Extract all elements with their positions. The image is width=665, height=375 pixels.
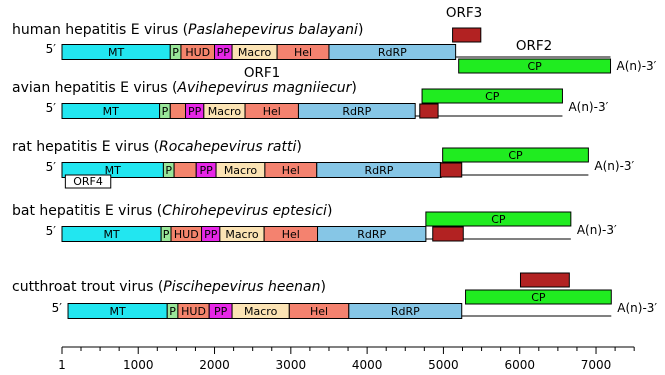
virus-species-name: Rocahepevirus ratti xyxy=(159,139,296,155)
orf2-title: ORF2 xyxy=(516,38,552,54)
three-prime-label: A(n)-3′ xyxy=(568,100,608,114)
orf1-domain-label: RdRP xyxy=(364,164,393,177)
virus-title: human hepatitis E virus (Paslahepevirus … xyxy=(12,22,363,38)
virus-title-close: ) xyxy=(296,139,301,155)
orf1-domain-label: PP xyxy=(188,105,202,118)
virus-common-name: avian hepatitis E virus ( xyxy=(12,80,177,96)
orf4-box xyxy=(64,174,112,189)
orf2-capsid-protein xyxy=(458,58,612,74)
orf3-box xyxy=(519,272,570,288)
orf1-domain-label: PP xyxy=(199,164,213,177)
five-prime-label: 5′ xyxy=(52,301,63,315)
orf1-domain-label: P xyxy=(162,105,169,118)
axis-tick-label: 1 xyxy=(58,358,66,372)
three-prime-label: A(n)-3′ xyxy=(617,59,657,73)
orf1-domain-label: P xyxy=(165,164,172,177)
orf2-capsid-protein xyxy=(425,211,572,227)
orf1-domain-label: PP xyxy=(214,305,228,318)
axis-tick-label: 3000 xyxy=(276,358,307,372)
orf1-domain-label: MT xyxy=(103,105,119,118)
virus-common-name: human hepatitis E virus ( xyxy=(12,22,188,38)
orf1-domain-label: HUD xyxy=(174,228,199,241)
orf1-domain-label: HUD xyxy=(185,46,210,59)
orf1-domain-label: Macro xyxy=(225,228,259,241)
axis-tick-label: 7000 xyxy=(581,358,612,372)
orf1-domain-label: Hel xyxy=(282,164,300,177)
virus-title: cutthroat trout virus (Piscihepevirus he… xyxy=(12,279,326,295)
virus-title-close: ) xyxy=(351,80,356,96)
virus-species-name: Avihepevirus magniiecur xyxy=(176,80,352,96)
orf1-title: ORF1 xyxy=(244,65,280,81)
axis-tick-label: 1000 xyxy=(123,358,154,372)
orf1-domain-label: Hel xyxy=(310,305,328,318)
orf1-domain-label: Macro xyxy=(224,164,258,177)
orf2-label: CP xyxy=(508,149,523,162)
orf1-domain-label: Hel xyxy=(294,46,312,59)
orf2-capsid-protein xyxy=(465,289,612,305)
orf2-label: CP xyxy=(491,213,506,226)
five-prime-label: 5′ xyxy=(46,42,57,56)
virus-species-name: Piscihepevirus heenan xyxy=(163,279,320,295)
virus-title: bat hepatitis E virus (Chirohepevirus ep… xyxy=(12,203,332,219)
orf2-label: CP xyxy=(531,291,546,304)
three-prime-label: A(n)-3′ xyxy=(594,159,634,173)
orf3-box xyxy=(432,226,464,242)
virus-title-close: ) xyxy=(358,22,363,38)
orf3-title: ORF3 xyxy=(446,5,482,21)
virus-title: rat hepatitis E virus (Rocahepevirus rat… xyxy=(12,139,302,155)
virus-title: avian hepatitis E virus (Avihepevirus ma… xyxy=(12,80,357,96)
three-prime-label: A(n)-3′ xyxy=(617,301,657,315)
orf3-box xyxy=(452,27,482,43)
orf2-label: CP xyxy=(485,90,500,103)
axis-tick-label: 6000 xyxy=(504,358,535,372)
virus-title-close: ) xyxy=(327,203,332,219)
orf1-domain-label: MT xyxy=(103,228,119,241)
virus-common-name: rat hepatitis E virus ( xyxy=(12,139,159,155)
orf1-domain-label: Hel xyxy=(282,228,300,241)
orf1-domain-label: Macro xyxy=(208,105,242,118)
virus-species-name: Paslahepevirus balayani xyxy=(188,22,358,38)
orf1-domain-label: Macro xyxy=(238,46,272,59)
orf1-domain-unlabeled xyxy=(169,103,187,119)
orf1-domain-label: MT xyxy=(108,46,124,59)
orf2-capsid-protein xyxy=(421,88,563,104)
orf1-domain-label: RdRP xyxy=(391,305,420,318)
orf3-box xyxy=(419,103,439,119)
virus-common-name: cutthroat trout virus ( xyxy=(12,279,163,295)
virus-title-close: ) xyxy=(320,279,325,295)
orf1-domain-label: RdRP xyxy=(342,105,371,118)
orf3-box xyxy=(439,162,463,178)
five-prime-label: 5′ xyxy=(46,101,57,115)
orf4-label: ORF4 xyxy=(73,175,103,188)
five-prime-label: 5′ xyxy=(46,224,57,238)
orf1-domain-label: MT xyxy=(105,164,121,177)
orf1-domain-rdrp xyxy=(328,44,457,60)
five-prime-label: 5′ xyxy=(46,160,57,174)
orf1-domain-label: PP xyxy=(217,46,231,59)
axis-tick-label: 5000 xyxy=(428,358,459,372)
orf1-domain-label: P xyxy=(172,46,179,59)
orf1-domain-label: Macro xyxy=(244,305,278,318)
orf1-domain-label: P xyxy=(169,305,176,318)
virus-species-name: Chirohepevirus eptesici xyxy=(162,203,327,219)
orf1-domain-rdrp xyxy=(348,303,463,319)
orf2-label: CP xyxy=(527,60,542,73)
virus-common-name: bat hepatitis E virus ( xyxy=(12,203,162,219)
orf2-capsid-protein xyxy=(442,147,589,163)
orf1-domain-label: MT xyxy=(110,305,126,318)
three-prime-label: A(n)-3′ xyxy=(577,223,617,237)
orf1-domain-label: PP xyxy=(204,228,218,241)
orf1-domain-label: HUD xyxy=(181,305,206,318)
orf1-domain-label: RdRP xyxy=(357,228,386,241)
orf1-domain-rdrp xyxy=(317,226,427,242)
axis-tick-label: 4000 xyxy=(352,358,383,372)
orf1-domain-label: P xyxy=(163,228,170,241)
axis-tick-label: 2000 xyxy=(199,358,230,372)
orf1-domain-label: RdRP xyxy=(378,46,407,59)
orf1-domain-rdrp xyxy=(297,103,416,119)
orf1-domain-unlabeled xyxy=(173,162,197,178)
orf1-domain-label: Hel xyxy=(263,105,281,118)
